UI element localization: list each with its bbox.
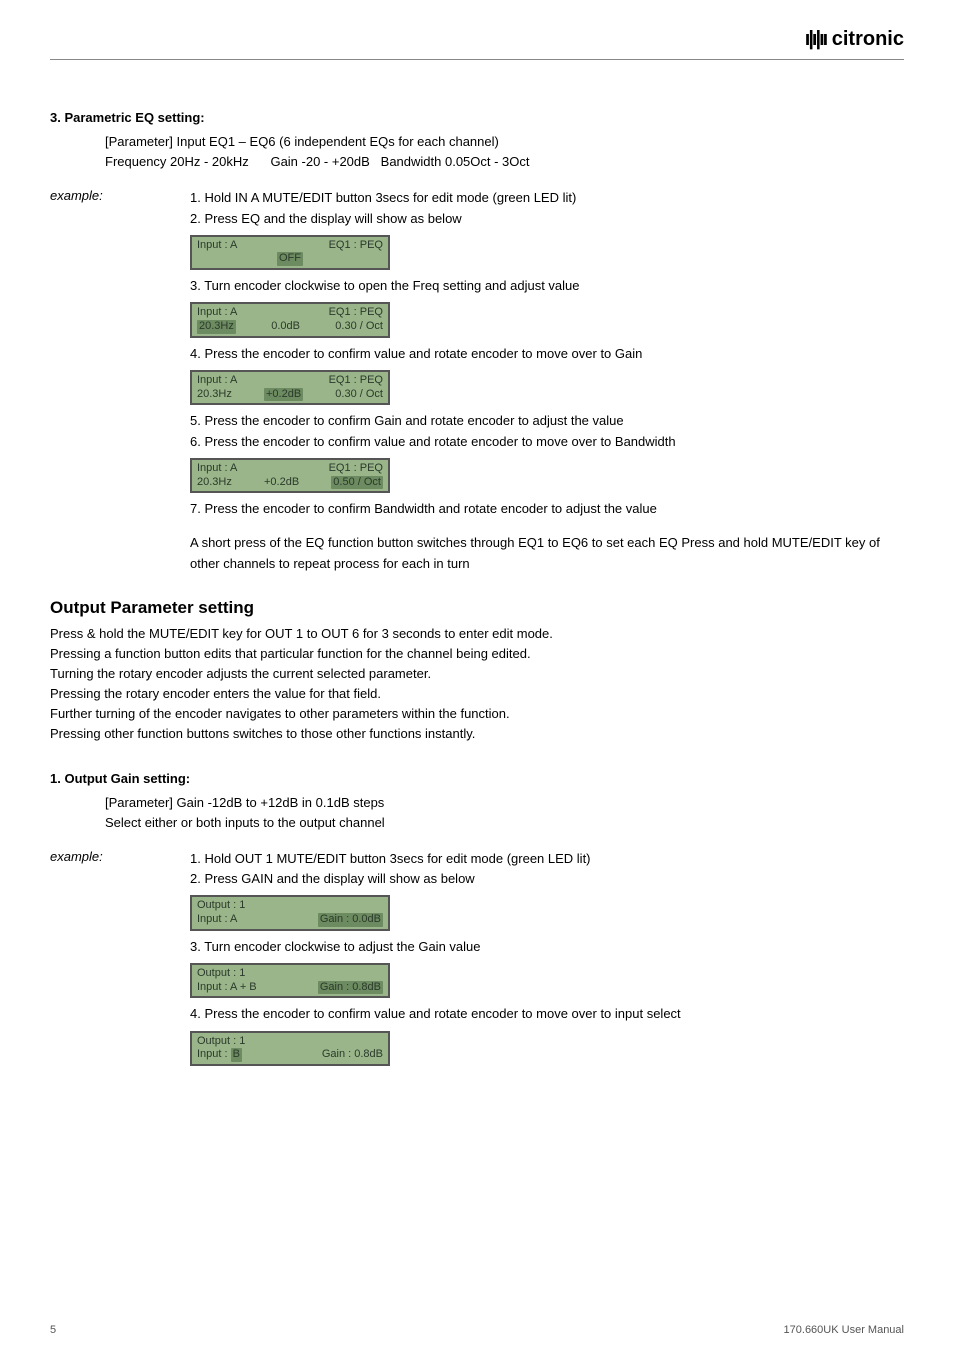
doc-title: 170.660UK User Manual — [784, 1324, 904, 1336]
lcd-line: Input : A + B — [197, 981, 257, 995]
output-param-title: Output Parameter setting — [50, 598, 904, 618]
section3-example: example: 1. Hold IN A MUTE/EDIT button 3… — [50, 188, 904, 573]
lcd-line: Output : 1 — [197, 1035, 245, 1049]
step-text: 2. Press EQ and the display will show as… — [190, 209, 904, 229]
section1-out-example: example: 1. Hold OUT 1 MUTE/EDIT button … — [50, 849, 904, 1072]
example-label: example: — [50, 849, 190, 864]
brand-name: citronic — [832, 28, 904, 50]
lcd-line: EQ1 : PEQ — [329, 374, 383, 388]
brand-bars-icon: ı|ı|ıı — [805, 28, 826, 50]
step-text: 7. Press the encoder to confirm Bandwidt… — [190, 499, 904, 519]
page-footer: 5 170.660UK User Manual — [50, 1324, 904, 1336]
step-text: 6. Press the encoder to confirm value an… — [190, 432, 904, 452]
page-number: 5 — [50, 1324, 56, 1336]
section1-out-title: 1. Output Gain setting: — [50, 769, 904, 789]
lcd-line: +0.2dB — [232, 476, 331, 490]
section3-note: A short press of the EQ function button … — [190, 533, 904, 573]
lcd-line: EQ1 : PEQ — [329, 306, 383, 320]
lcd-line: 20.3Hz — [197, 476, 232, 490]
lcd-line: Input : A — [197, 913, 237, 927]
lcd-line: Input : A — [197, 374, 237, 388]
lcd-display: Input : A EQ1 : PEQ 20.3Hz +0.2dB 0.50 /… — [190, 458, 390, 494]
brand-logo: ı|ı|ıı citronic — [50, 28, 904, 51]
lcd-display: Input : A EQ1 : PEQ 20.3Hz +0.2dB 0.30 /… — [190, 370, 390, 406]
step-text: 1. Hold IN A MUTE/EDIT button 3secs for … — [190, 188, 904, 208]
output-param-text: Pressing a function button edits that pa… — [50, 644, 904, 664]
lcd-highlight: OFF — [277, 252, 303, 266]
step-text: 4. Press the encoder to confirm value an… — [190, 344, 904, 364]
lcd-line: EQ1 : PEQ — [329, 239, 383, 253]
section3-title: 3. Parametric EQ setting: — [50, 108, 904, 128]
output-param-text: Further turning of the encoder navigates… — [50, 704, 904, 724]
section1-out-steps: 1. Hold OUT 1 MUTE/EDIT button 3secs for… — [190, 849, 904, 1072]
section3-freq-line: Frequency 20Hz - 20kHz Gain -20 - +20dB … — [105, 152, 904, 172]
lcd-highlight: Gain : 0.8dB — [318, 981, 383, 995]
lcd-highlight: 20.3Hz — [197, 320, 236, 334]
lcd-line: EQ1 : PEQ — [329, 462, 383, 476]
step-text: 3. Turn encoder clockwise to open the Fr… — [190, 276, 904, 296]
output-param-text: Press & hold the MUTE/EDIT key for OUT 1… — [50, 624, 904, 644]
lcd-highlight: +0.2dB — [264, 388, 303, 402]
section3-param-line: [Parameter] Input EQ1 – EQ6 (6 independe… — [105, 132, 904, 152]
lcd-display: Input : A EQ1 : PEQ 20.3Hz 0.0dB 0.30 / … — [190, 302, 390, 338]
page: ı|ı|ıı citronic 3. Parametric EQ setting… — [0, 0, 954, 1350]
step-text: 1. Hold OUT 1 MUTE/EDIT button 3secs for… — [190, 849, 904, 869]
example-label: example: — [50, 188, 190, 203]
lcd-line: Input : A — [197, 462, 237, 476]
lcd-highlight: B — [231, 1048, 242, 1062]
lcd-line: 0.0dB — [236, 320, 335, 334]
lcd-display: Output : 1 Input : A + B Gain : 0.8dB — [190, 963, 390, 999]
lcd-display: Output : 1 Input : B Gain : 0.8dB — [190, 1031, 390, 1067]
lcd-line: Gain : 0.8dB — [322, 1048, 383, 1062]
step-text: 4. Press the encoder to confirm value an… — [190, 1004, 904, 1024]
lcd-line: Output : 1 — [197, 967, 245, 981]
lcd-line: 0.30 / Oct — [335, 320, 383, 334]
lcd-line: 20.3Hz — [197, 388, 232, 402]
lcd-line: Input : A — [197, 306, 237, 320]
lcd-highlight: Gain : 0.0dB — [318, 913, 383, 927]
step-text: 5. Press the encoder to confirm Gain and… — [190, 411, 904, 431]
lcd-line: Output : 1 — [197, 899, 245, 913]
lcd-highlight: 0.50 / Oct — [331, 476, 383, 490]
output-param-text: Turning the rotary encoder adjusts the c… — [50, 664, 904, 684]
section1-out-param: [Parameter] Gain -12dB to +12dB in 0.1dB… — [105, 793, 904, 813]
header-divider — [50, 59, 904, 60]
lcd-display: Output : 1 Input : A Gain : 0.0dB — [190, 895, 390, 931]
step-text: 3. Turn encoder clockwise to adjust the … — [190, 937, 904, 957]
output-param-text: Pressing the rotary encoder enters the v… — [50, 684, 904, 704]
output-param-text: Pressing other function buttons switches… — [50, 724, 904, 744]
lcd-line: Input : A — [197, 239, 237, 253]
section3-steps: 1. Hold IN A MUTE/EDIT button 3secs for … — [190, 188, 904, 573]
step-text: 2. Press GAIN and the display will show … — [190, 869, 904, 889]
section1-out-select: Select either or both inputs to the outp… — [105, 813, 904, 833]
lcd-display: Input : A EQ1 : PEQ OFF — [190, 235, 390, 271]
lcd-line: 0.30 / Oct — [335, 388, 383, 402]
